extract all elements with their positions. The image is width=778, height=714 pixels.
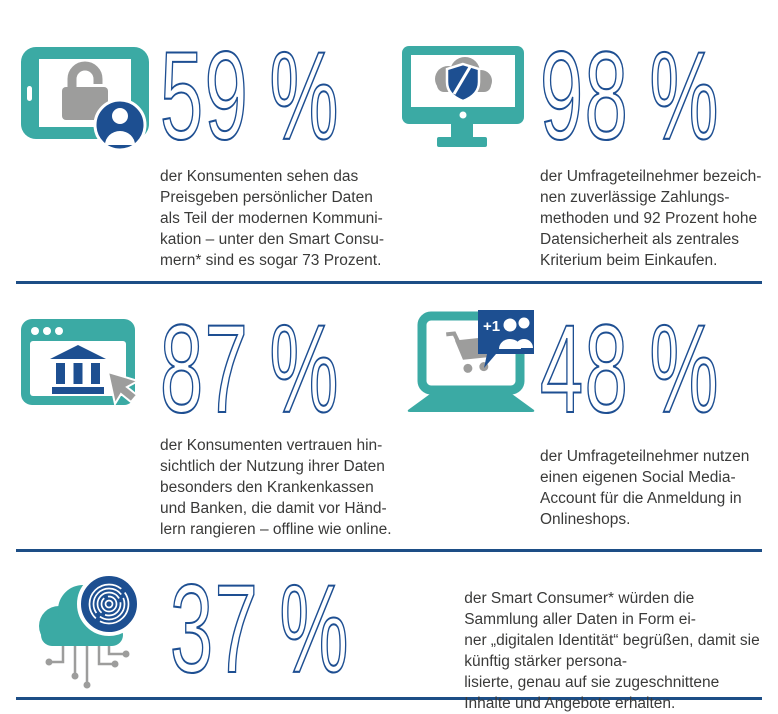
stat-row-3: 37% der Smart Consumer* würden die Samml… <box>20 552 778 712</box>
stat-description: der Smart Consumer* würden die Sammlung … <box>464 590 760 712</box>
stat-description: der Umfrageteilnehmer nutzen einen eigen… <box>540 447 750 528</box>
stat-block-payment-security: 98% der Umfrageteilnehmer bezeich- nen z… <box>400 27 778 281</box>
stat-description: der Konsumenten vertrauen hin- sichtlich… <box>160 437 392 538</box>
percent-sign: % <box>649 27 720 166</box>
stat-description: der Konsumenten sehen das Preisgeben per… <box>160 167 385 269</box>
divider-rule <box>16 549 762 552</box>
stat-block-social-login: +1 48% der Umfrageteilnehmer nutzen eine… <box>400 300 778 549</box>
divider-rule <box>16 281 762 284</box>
percent-sign: % <box>649 300 720 439</box>
laptop-cart-social-icon: +1 <box>400 308 540 549</box>
stat-value: 59% <box>159 27 340 166</box>
browser-bank-cursor-icon <box>20 308 160 549</box>
stat-description: der Umfrageteilnehmer bezeich- nen zuver… <box>540 167 762 269</box>
stat-block-privacy: 59% der Konsumenten sehen das Preisgeben… <box>20 27 400 281</box>
tablet-lock-user-icon <box>20 45 160 281</box>
percent-sign: % <box>269 27 340 166</box>
cloud-fingerprint-icon <box>20 564 170 697</box>
percent-sign: % <box>279 560 350 699</box>
stat-row-2: 87% der Konsumenten vertrauen hin- sicht… <box>20 284 778 549</box>
monitor-cloud-shield-icon <box>400 45 540 281</box>
stat-block-trust: 87% der Konsumenten vertrauen hin- sicht… <box>20 300 400 549</box>
stat-value: 98% <box>539 27 720 166</box>
stat-value: 48% <box>539 300 720 439</box>
plus-one-label: +1 <box>483 318 500 335</box>
stat-value: 87% <box>159 300 340 439</box>
stat-row-1: 59% der Konsumenten sehen das Preisgeben… <box>20 27 778 281</box>
stat-value: 37% <box>169 560 350 699</box>
percent-sign: % <box>269 300 340 439</box>
bottom-rule <box>16 697 762 700</box>
